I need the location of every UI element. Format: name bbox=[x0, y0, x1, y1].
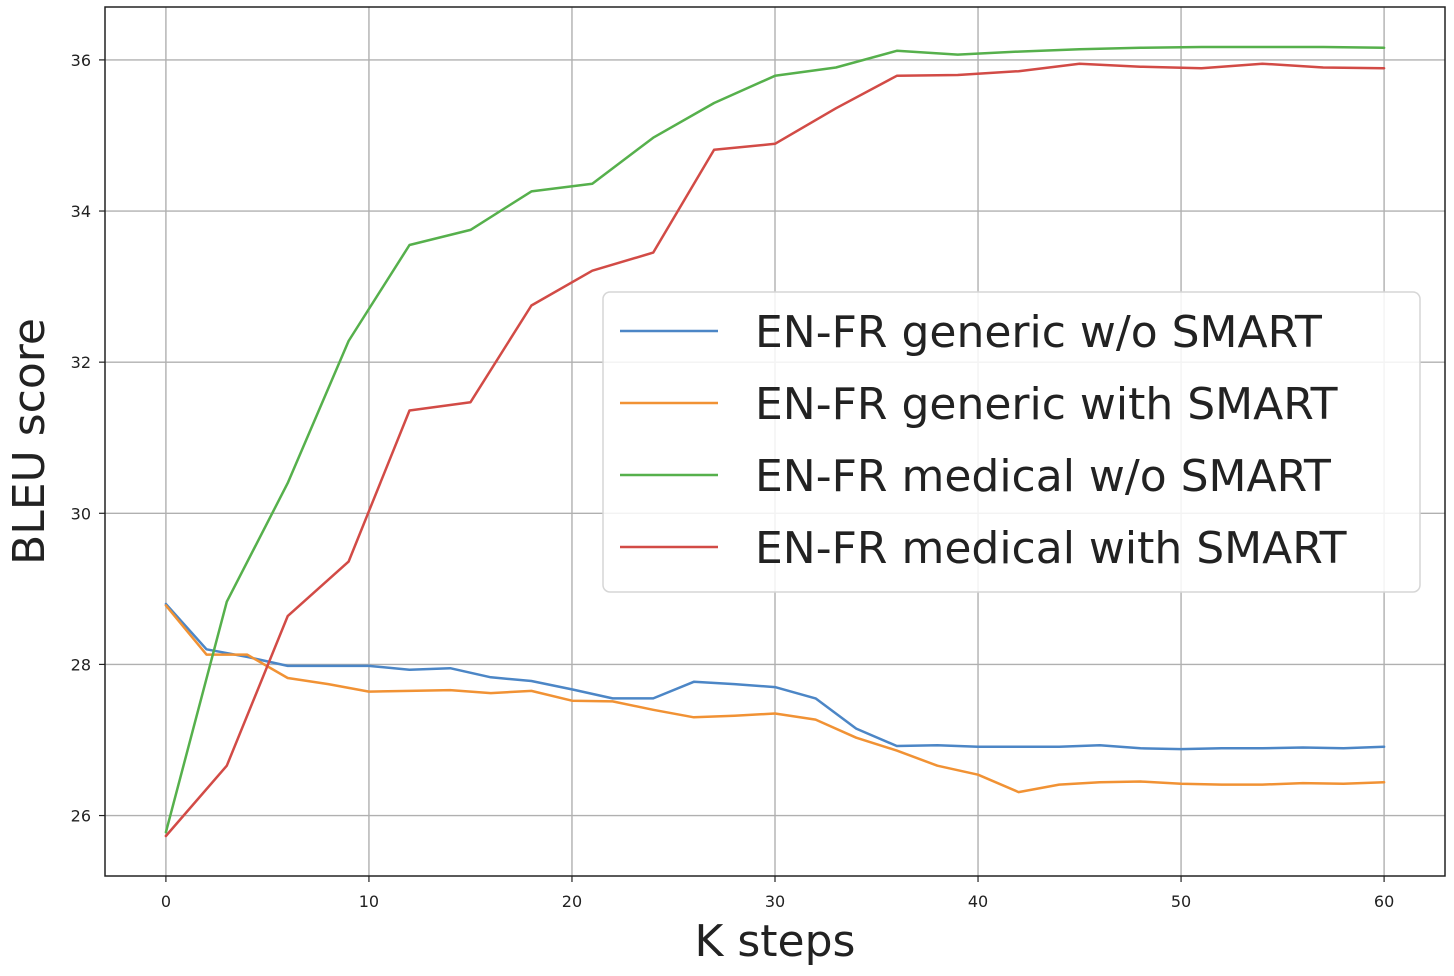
axis-ticks: 0 10 20 30 40 50 60 26 28 30 32 34 36 bbox=[71, 51, 1395, 911]
y-tick-label: 28 bbox=[71, 655, 91, 674]
y-tick-label: 34 bbox=[71, 202, 91, 221]
x-tick-label: 0 bbox=[161, 892, 171, 911]
series-line bbox=[164, 45, 1386, 834]
series-lines bbox=[164, 45, 1386, 838]
legend-label: EN-FR medical with SMART bbox=[755, 523, 1347, 574]
series-line bbox=[164, 604, 1386, 794]
series-line bbox=[164, 62, 1386, 838]
y-axis-title: BLEU score bbox=[4, 318, 55, 565]
legend-label: EN-FR generic w/o SMART bbox=[755, 307, 1322, 358]
legend: EN-FR generic w/o SMART EN-FR generic wit… bbox=[602, 291, 1421, 593]
legend-label: EN-FR medical w/o SMART bbox=[755, 451, 1331, 502]
y-tick-label: 36 bbox=[71, 51, 91, 70]
x-tick-label: 40 bbox=[968, 892, 988, 911]
x-tick-label: 10 bbox=[359, 892, 379, 911]
y-tick-label: 30 bbox=[71, 504, 91, 523]
series-line bbox=[164, 602, 1386, 751]
x-tick-label: 60 bbox=[1374, 892, 1394, 911]
x-tick-label: 50 bbox=[1171, 892, 1191, 911]
x-tick-label: 20 bbox=[562, 892, 582, 911]
x-tick-label: 30 bbox=[765, 892, 785, 911]
legend-box bbox=[602, 291, 1421, 593]
y-tick-label: 32 bbox=[71, 353, 91, 372]
legend-label: EN-FR generic with SMART bbox=[755, 379, 1338, 430]
x-axis-title: K steps bbox=[695, 916, 856, 967]
y-tick-label: 26 bbox=[71, 807, 91, 826]
